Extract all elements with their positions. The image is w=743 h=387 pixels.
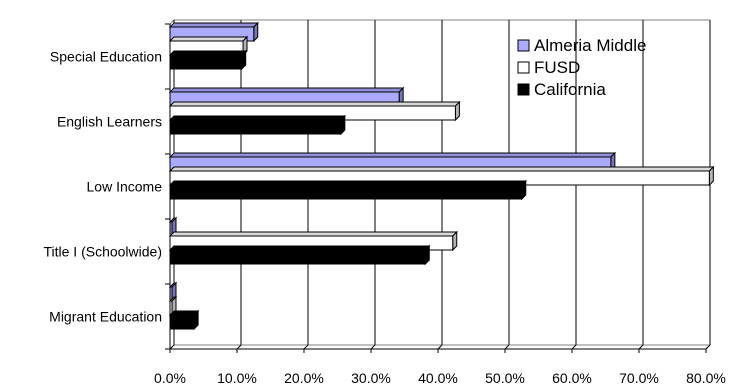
bar-front-face: [169, 314, 195, 330]
floor-gridline-5: [504, 344, 510, 350]
legend-item-2: California: [517, 80, 606, 99]
floor-gridline-2: [303, 344, 309, 350]
bar-top-face: [168, 245, 431, 251]
x-tick-label-8: 80.0%: [686, 370, 726, 386]
bar-end-face: [340, 114, 346, 136]
bar-top-face: [168, 180, 527, 186]
bar-top-face: [168, 231, 458, 237]
bar-end-face: [521, 179, 527, 201]
bar-top-face: [168, 50, 247, 56]
x-tick-label-2: 20.0%: [284, 370, 324, 386]
x-tick-label-7: 70.0%: [619, 370, 659, 386]
x-tick-label-1: 10.0%: [217, 370, 257, 386]
bar-end-face: [708, 165, 714, 187]
bar-end-face: [454, 100, 460, 122]
x-tick-label-6: 60.0%: [552, 370, 592, 386]
bar-top-face: [168, 115, 347, 121]
bar-top-face: [168, 87, 405, 93]
x-tick-label-4: 40.0%: [418, 370, 458, 386]
bar-top-face: [168, 36, 249, 42]
bar-end-face: [424, 244, 430, 266]
floor-gridline-7: [638, 344, 644, 350]
bar-end-face: [241, 49, 247, 71]
x-tick-label-3: 30.0%: [351, 370, 391, 386]
legend: Almeria Middle FUSD California: [517, 36, 646, 99]
bar-top-face: [168, 310, 200, 316]
x-tick-label-5: 50.0%: [485, 370, 525, 386]
bar-4-2: [168, 309, 200, 331]
bar-top-face: [168, 22, 259, 28]
legend-swatch-0: [517, 39, 530, 52]
bar-front-face: [169, 119, 342, 135]
legend-label-0: Almeria Middle: [534, 36, 646, 55]
bar-front-face: [169, 54, 243, 70]
category-labels: Special Education English Learners Low Inc…: [43, 49, 162, 325]
legend-label-1: FUSD: [534, 58, 580, 77]
floor-gridline-3: [370, 344, 376, 350]
floor-gridline-6: [571, 344, 577, 350]
legend-item-1: FUSD: [517, 58, 580, 77]
bar-2-2: [168, 179, 527, 201]
bar-top-face: [168, 166, 715, 172]
bar-0-2: [168, 49, 247, 71]
x-tick-labels: 0.0% 10.0% 20.0% 30.0% 40.0% 50.0% 60.0% 70.0% 8…: [154, 370, 726, 386]
bar-1-2: [168, 114, 347, 136]
legend-swatch-2: [517, 83, 530, 96]
bar-top-face: [168, 152, 617, 158]
bar-3-2: [168, 244, 431, 266]
bars: [168, 21, 715, 331]
category-label-0: Special Education: [50, 49, 162, 65]
bar-end-face: [452, 230, 458, 252]
bar-end-face: [193, 309, 199, 331]
bar-front-face: [169, 184, 523, 200]
bar-front-face: [169, 249, 426, 265]
bar-end-face: [253, 21, 259, 43]
floor-gridline-8: [705, 344, 711, 350]
legend-swatch-1: [517, 61, 530, 74]
legend-label-2: California: [534, 80, 606, 99]
floor-gridline-4: [437, 344, 443, 350]
x-tick-label-0: 0.0%: [154, 370, 186, 386]
category-label-1: English Learners: [57, 114, 162, 130]
floor-gridline-0: [169, 344, 175, 350]
category-label-4: Migrant Education: [49, 309, 162, 325]
floor-gridline-1: [236, 344, 242, 350]
category-label-3: Title I (Schoolwide): [43, 244, 162, 260]
category-label-2: Low Income: [87, 179, 163, 195]
bar-top-face: [168, 101, 461, 107]
legend-item-0: Almeria Middle: [517, 36, 646, 55]
